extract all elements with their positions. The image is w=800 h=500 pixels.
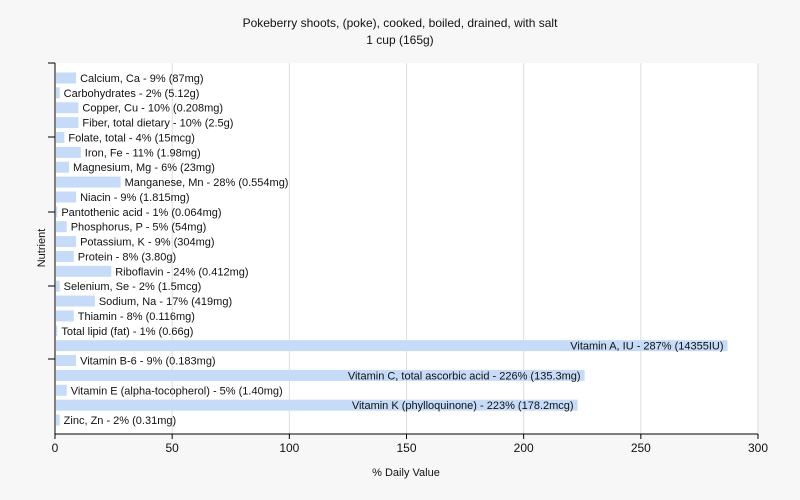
bar-label: Vitamin C, total ascorbic acid - 226% (1… [348,370,581,382]
bar-label: Niacin - 9% (1.815mg) [80,192,189,204]
bar [56,250,74,262]
bar-label: Potassium, K - 9% (304mg) [80,237,215,249]
x-tick-label: 50 [165,441,179,455]
bar [56,221,67,233]
bar [56,340,728,352]
bar-label: Carbohydrates - 2% (5.12g) [64,88,200,100]
bar-label: Vitamin K (phylloquinone) - 223% (178.2m… [352,400,574,412]
bar-label: Phosphorus, P - 5% (54mg) [71,222,207,234]
bar [56,280,60,292]
bar [56,265,112,277]
bar-label: Sodium, Na - 17% (419mg) [99,296,232,308]
bar-label: Vitamin E (alpha-tocopherol) - 5% (1.40m… [71,385,283,397]
bar-label: Copper, Cu - 10% (0.208mg) [82,103,223,115]
chart-title: Pokeberry shoots, (poke), cooked, boiled… [243,16,559,30]
x-tick-label: 200 [514,441,534,455]
bar-label: Iron, Fe - 11% (1.98mg) [85,147,201,159]
x-tick-label: 0 [52,441,59,455]
bar [56,310,74,322]
bar-label: Riboflavin - 24% (0.412mg) [115,266,248,278]
bar-label: Total lipid (fat) - 1% (0.66g) [61,326,193,338]
bar [56,384,67,396]
bar [56,236,77,248]
bar-label: Protein - 8% (3.80g) [78,251,176,263]
bar-label: Magnesium, Mg - 6% (23mg) [73,162,215,174]
bar [56,131,65,143]
bar [56,414,60,426]
bar-label: Fiber, total dietary - 10% (2.5g) [82,118,233,130]
x-tick-label: 300 [748,441,768,455]
bar [56,146,81,158]
x-tick-label: 150 [396,441,416,455]
bar [56,87,60,99]
chart-subtitle: 1 cup (165g) [366,33,433,47]
bar [56,191,77,203]
bar [56,295,95,307]
bar-label: Zinc, Zn - 2% (0.31mg) [64,415,176,427]
bar-label: Folate, total - 4% (15mcg) [68,132,195,144]
bar [56,161,70,173]
x-tick-label: 250 [631,441,651,455]
x-ticks-group: 0 50 100 150 200 250 300 [52,434,768,455]
x-axis-label: % Daily Value [372,467,440,479]
bar [56,72,77,84]
bar-label: Thiamin - 8% (0.116mg) [78,311,195,323]
y-axis-label: Nutrient [36,229,48,268]
bar [56,399,578,411]
bar-label: Selenium, Se - 2% (1.5mcg) [64,281,202,293]
bar-label: Vitamin A, IU - 287% (14355IU) [570,341,723,353]
bar [56,325,58,337]
bar [56,102,79,114]
x-tick-label: 100 [279,441,299,455]
bar [56,117,79,129]
bar [56,206,58,218]
bar [56,355,77,367]
bar-label: Calcium, Ca - 9% (87mg) [80,73,203,85]
bar-label: Manganese, Mn - 28% (0.554mg) [125,177,289,189]
bar-labels-group: Calcium, Ca - 9% (87mg) Carbohydrates - 2… [61,73,723,427]
bar-label: Pantothenic acid - 1% (0.064mg) [61,207,221,219]
bar [56,176,121,188]
bars-group [56,72,728,426]
bar-label: Vitamin B-6 - 9% (0.183mg) [80,356,216,368]
bar [56,369,585,381]
